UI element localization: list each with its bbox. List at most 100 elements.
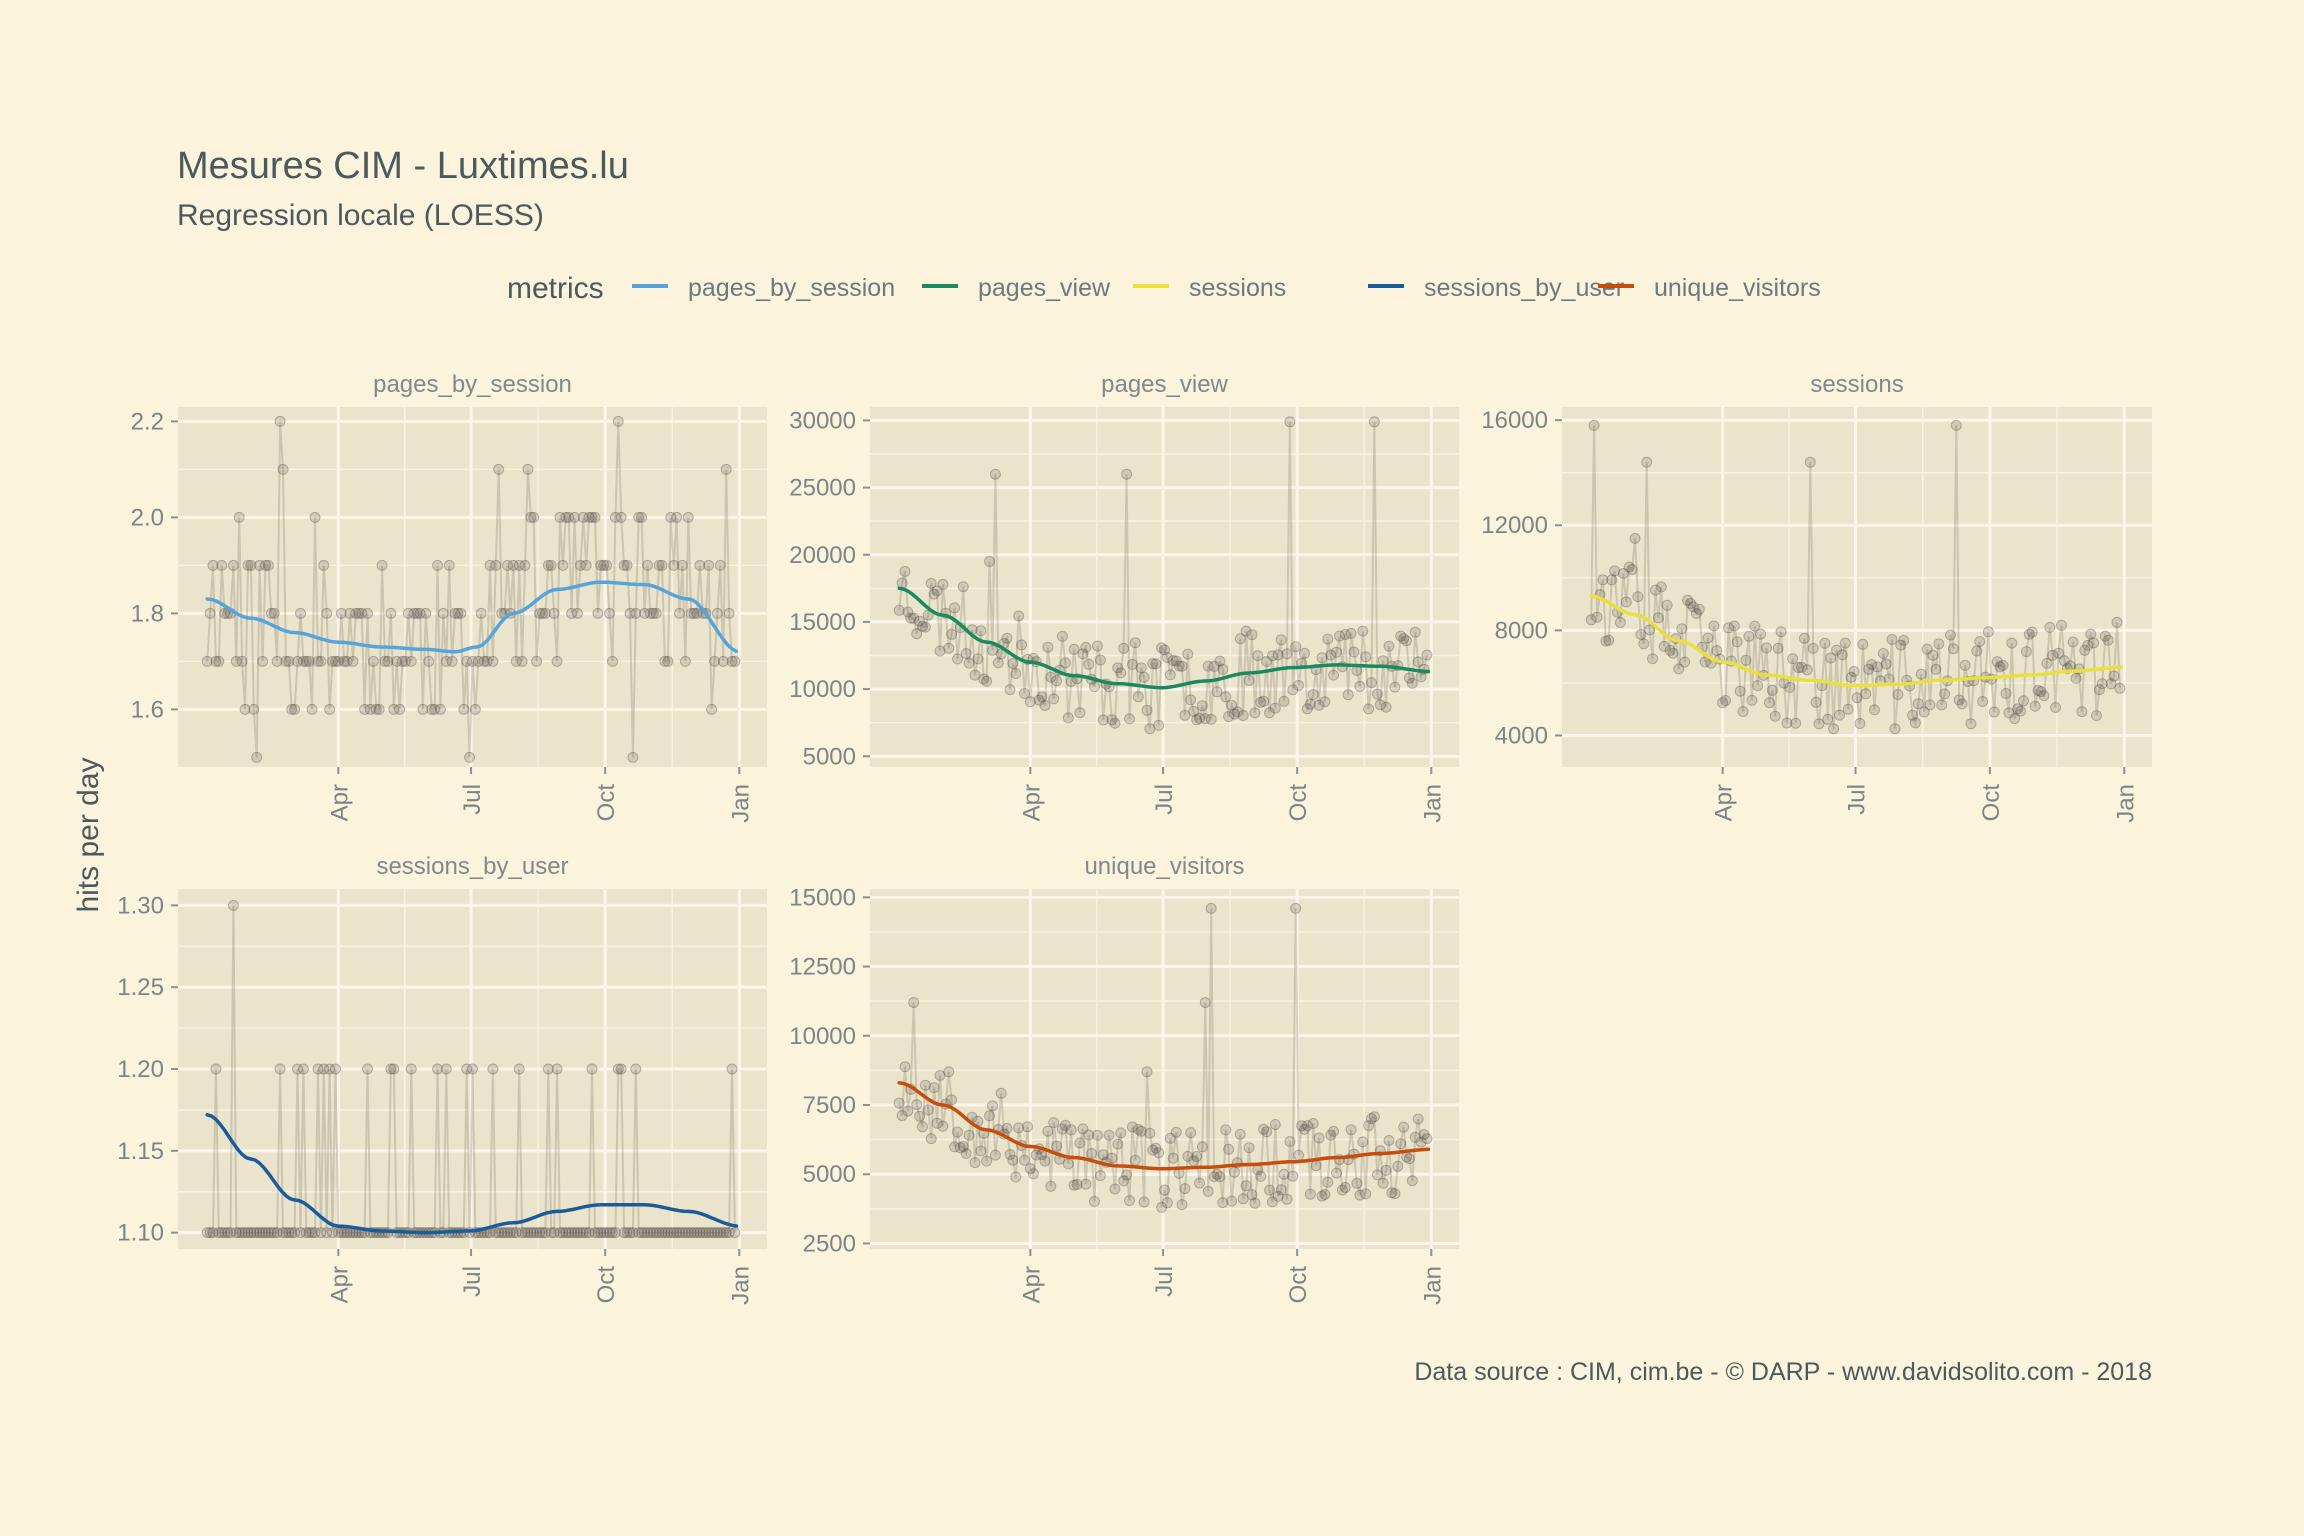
data-point bbox=[1287, 1170, 1299, 1182]
data-point bbox=[981, 1155, 993, 1167]
y-tick-label: 2500 bbox=[803, 1230, 856, 1257]
data-point bbox=[647, 1227, 659, 1239]
data-point bbox=[1623, 561, 1635, 573]
data-point bbox=[1892, 689, 1904, 700]
data-point bbox=[1804, 456, 1816, 468]
data-point bbox=[1176, 660, 1188, 672]
data-point bbox=[1930, 663, 1942, 675]
data-point bbox=[963, 1129, 975, 1141]
panel-title: pages_by_session bbox=[373, 371, 572, 398]
data-point bbox=[233, 1227, 245, 1239]
data-point bbox=[650, 607, 662, 619]
data-point bbox=[1664, 644, 1676, 656]
data-point bbox=[969, 669, 981, 681]
data-point bbox=[1019, 1154, 1030, 1166]
data-point bbox=[914, 1110, 926, 1122]
data-point bbox=[621, 559, 633, 571]
data-point bbox=[1834, 709, 1845, 721]
data-point bbox=[685, 607, 697, 619]
data-point bbox=[245, 559, 257, 571]
data-point bbox=[1299, 647, 1310, 659]
data-point bbox=[507, 1227, 519, 1239]
data-point bbox=[1030, 1149, 1042, 1161]
data-point bbox=[2082, 639, 2094, 651]
data-point bbox=[2003, 707, 2015, 719]
data-point bbox=[1421, 1133, 1433, 1145]
data-point bbox=[1380, 701, 1392, 713]
data-point bbox=[1418, 1129, 1430, 1140]
data-point bbox=[1743, 630, 1755, 642]
data-point bbox=[1179, 709, 1191, 721]
panel-unique_visitors: unique_visitors 2500 5000 7500 10000 12500 150… bbox=[789, 853, 1459, 1305]
data-point bbox=[2047, 649, 2059, 661]
data-point bbox=[1761, 642, 1772, 654]
data-point bbox=[729, 655, 741, 667]
data-point bbox=[1307, 689, 1319, 700]
data-point bbox=[1395, 630, 1407, 642]
data-point bbox=[676, 1227, 688, 1239]
data-point bbox=[665, 1227, 677, 1239]
data-point bbox=[630, 607, 642, 619]
data-point bbox=[1617, 568, 1629, 579]
data-point bbox=[367, 655, 379, 667]
data-point bbox=[1322, 633, 1334, 645]
data-point bbox=[709, 655, 720, 667]
data-point bbox=[1252, 650, 1264, 662]
data-point bbox=[1398, 633, 1410, 645]
data-point bbox=[1176, 1199, 1188, 1211]
data-point bbox=[1237, 710, 1249, 721]
data-point bbox=[1632, 591, 1644, 603]
chart-title: Mesures CIM - Luxtimes.lu bbox=[177, 145, 629, 187]
data-point bbox=[1924, 699, 1936, 711]
panel-sessions: sessions 4000 8000 12000 16000 Apr Jul Oct Jan bbox=[1481, 371, 2152, 823]
data-point bbox=[1281, 648, 1293, 660]
data-point bbox=[1051, 675, 1063, 687]
data-point bbox=[268, 1227, 280, 1239]
data-point bbox=[931, 1117, 943, 1129]
data-point bbox=[1059, 1119, 1071, 1131]
data-point bbox=[1269, 702, 1281, 714]
data-point bbox=[717, 1227, 729, 1239]
data-point bbox=[726, 1063, 738, 1075]
data-point bbox=[496, 1227, 508, 1239]
data-point bbox=[627, 1227, 639, 1239]
data-point bbox=[1708, 620, 1720, 632]
data-point bbox=[1304, 1188, 1316, 1200]
loess-curve-pages_by_session bbox=[205, 580, 739, 654]
data-point bbox=[1144, 1127, 1156, 1139]
data-point bbox=[1328, 669, 1340, 681]
data-point bbox=[324, 1063, 336, 1075]
data-point bbox=[522, 1227, 534, 1239]
data-point bbox=[513, 559, 525, 571]
data-point bbox=[537, 1227, 548, 1239]
data-point bbox=[1769, 710, 1781, 722]
data-point bbox=[1667, 647, 1679, 659]
y-tick-label: 30000 bbox=[789, 407, 856, 434]
y-axis-label: hits per day bbox=[72, 757, 105, 912]
data-point bbox=[449, 607, 461, 619]
data-point bbox=[539, 1227, 551, 1239]
data-point bbox=[1728, 620, 1740, 632]
data-point bbox=[1272, 649, 1284, 661]
data-point bbox=[2032, 685, 2044, 696]
legend-item-unique_visitors: unique_visitors bbox=[1598, 274, 1821, 302]
data-point bbox=[251, 751, 263, 763]
data-point bbox=[475, 607, 487, 619]
panel-title: unique_visitors bbox=[1084, 853, 1244, 880]
data-point bbox=[577, 511, 589, 523]
data-point bbox=[1772, 642, 1784, 654]
data-point bbox=[1106, 714, 1118, 726]
data-point bbox=[981, 675, 993, 687]
data-point bbox=[303, 1227, 315, 1239]
data-point bbox=[1202, 1185, 1214, 1197]
data-point bbox=[227, 899, 239, 911]
data-point bbox=[1787, 653, 1799, 665]
data-point bbox=[1831, 644, 1843, 656]
data-point bbox=[706, 703, 718, 715]
data-point bbox=[1342, 689, 1354, 701]
data-point bbox=[510, 1227, 522, 1239]
data-point bbox=[984, 556, 995, 567]
data-point bbox=[257, 655, 269, 667]
data-point bbox=[1135, 662, 1147, 674]
